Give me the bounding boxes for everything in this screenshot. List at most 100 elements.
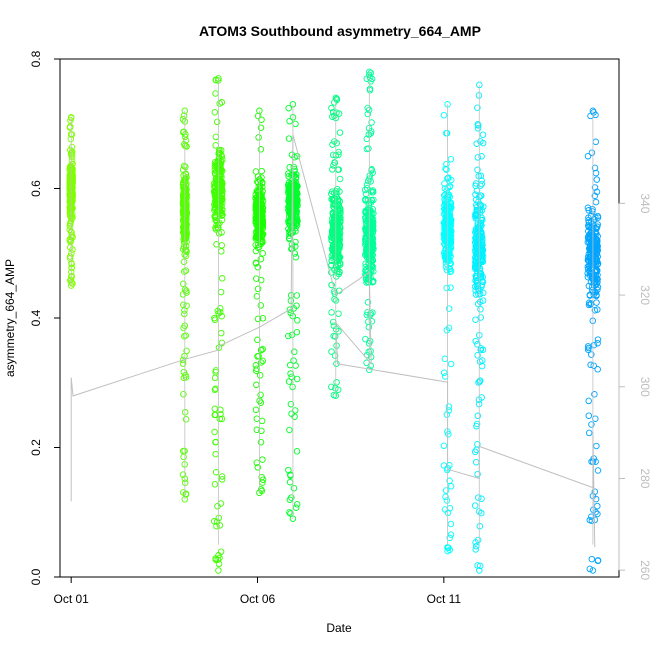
- data-point: [443, 411, 451, 418]
- data-point: [443, 166, 450, 173]
- data-point: [292, 243, 299, 250]
- data-point: [442, 487, 450, 494]
- data-point: [365, 145, 372, 152]
- cluster-9: [584, 107, 602, 574]
- data-point: [182, 247, 190, 254]
- data-point: [285, 187, 292, 194]
- data-point: [254, 204, 261, 211]
- data-point: [590, 341, 598, 349]
- data-point: [477, 314, 485, 321]
- data-point: [258, 417, 266, 425]
- data-point: [183, 287, 190, 295]
- data-point: [68, 260, 75, 268]
- data-point: [472, 458, 480, 466]
- data-point: [366, 87, 374, 94]
- data-point: [288, 331, 296, 339]
- data-point: [328, 233, 335, 241]
- data-point: [212, 175, 220, 183]
- data-point: [211, 201, 218, 208]
- data-point: [181, 310, 188, 318]
- data-point: [180, 280, 187, 288]
- data-point: [472, 337, 479, 345]
- data-point: [252, 362, 260, 369]
- data-point: [216, 159, 223, 166]
- data-point: [587, 244, 595, 252]
- data-point: [475, 172, 482, 180]
- data-point: [479, 297, 487, 304]
- data-point: [471, 502, 479, 509]
- data-point: [180, 162, 188, 170]
- data-point: [254, 285, 262, 293]
- data-point: [182, 416, 190, 423]
- data-point: [212, 189, 220, 196]
- data-point: [330, 162, 337, 169]
- data-point: [446, 249, 453, 257]
- data-point: [365, 348, 373, 356]
- data-point: [474, 154, 482, 161]
- data-point: [335, 310, 342, 317]
- data-point: [474, 412, 482, 420]
- data-point: [291, 166, 298, 173]
- data-point: [594, 336, 602, 343]
- data-point: [218, 248, 225, 255]
- data-point: [369, 240, 377, 248]
- data-point: [447, 232, 455, 240]
- data-point: [179, 245, 187, 253]
- data-point-min: [476, 567, 483, 574]
- data-point: [328, 348, 335, 355]
- data-point: [447, 360, 455, 368]
- data-point: [474, 104, 481, 111]
- secondary-line-layer: [70, 71, 596, 548]
- data-point: [331, 253, 338, 260]
- data-point: [478, 509, 485, 517]
- data-point: [474, 536, 482, 544]
- data-point: [473, 274, 481, 281]
- data-point: [212, 468, 220, 476]
- data-point: [293, 501, 301, 508]
- data-point: [290, 208, 297, 215]
- data-point: [584, 343, 592, 350]
- data-point: [364, 299, 372, 306]
- data-point: [474, 207, 481, 214]
- data-point: [290, 484, 298, 492]
- data-point: [585, 429, 593, 437]
- data-point: [367, 262, 374, 270]
- data-point: [218, 207, 226, 214]
- data-point: [592, 138, 600, 146]
- data-point: [217, 548, 225, 555]
- data-point: [257, 191, 264, 198]
- series-layer: [66, 68, 602, 574]
- data-point: [180, 301, 187, 309]
- data-point: [447, 483, 455, 490]
- data-point: [594, 557, 602, 565]
- data-point: [445, 430, 452, 438]
- data-point: [68, 192, 76, 200]
- data-point: [182, 267, 190, 274]
- data-point: [286, 117, 293, 125]
- data-point: [293, 292, 301, 299]
- data-point: [68, 232, 76, 239]
- data-point: [69, 166, 76, 173]
- data-point: [212, 133, 220, 141]
- data-point: [211, 166, 219, 173]
- data-point: [212, 90, 219, 97]
- data-point: [445, 403, 453, 410]
- data-point: [285, 104, 292, 112]
- data-point: [69, 173, 76, 181]
- data-point: [362, 335, 369, 343]
- data-point: [584, 204, 592, 212]
- data-point: [367, 69, 375, 77]
- data-point: [66, 255, 74, 262]
- data-point: [259, 357, 267, 365]
- data-point: [329, 318, 337, 326]
- data-point: [442, 191, 449, 198]
- data-point: [252, 191, 259, 199]
- data-point: [217, 305, 224, 312]
- data-point: [588, 351, 595, 358]
- data-point: [473, 542, 480, 550]
- data-point: [213, 118, 221, 126]
- y-axis-label: asymmetry_664_AMP: [3, 259, 17, 377]
- data-point: [218, 242, 226, 249]
- data-point: [336, 175, 344, 183]
- data-point-min: [215, 567, 222, 574]
